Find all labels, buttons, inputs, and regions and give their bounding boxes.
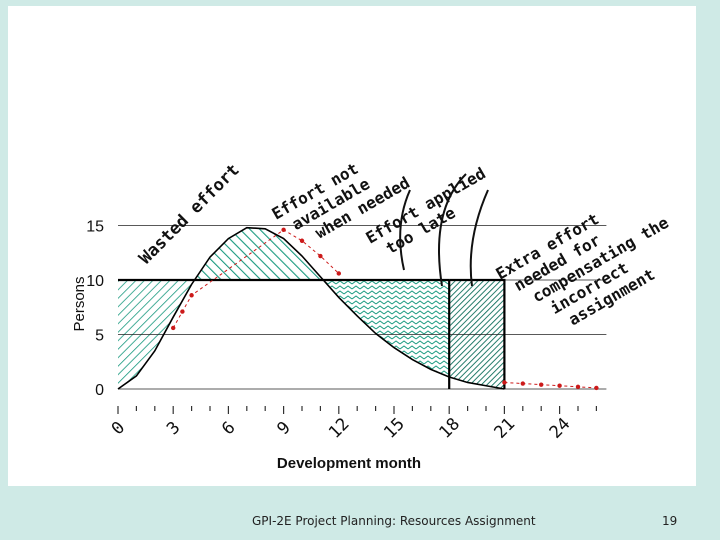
annotation-extra-effort: Extra effort needed for compensating the… <box>493 175 700 349</box>
x-axis-label: Development month <box>277 455 421 472</box>
dotted-point <box>189 293 194 298</box>
tail-point <box>502 380 507 385</box>
annotation-applied-late: Effort applied too late <box>363 159 507 264</box>
y-tick-label: 10 <box>86 273 104 290</box>
tail-point <box>575 384 581 390</box>
dotted-point <box>180 309 185 314</box>
tail-line <box>504 381 597 389</box>
x-tick-label: 0 <box>108 418 129 439</box>
area-effort-applied-late <box>323 280 450 378</box>
dotted-point <box>299 238 305 243</box>
x-tick-label: 24 <box>546 414 575 443</box>
area-layer <box>118 227 505 389</box>
slide-panel <box>8 6 696 486</box>
annotation-arrow-late-2 <box>438 173 467 287</box>
x-tick-label: 12 <box>325 414 354 443</box>
annotation-arrow-extra <box>469 189 489 287</box>
tail-point <box>557 383 562 388</box>
y-tick-label: 15 <box>86 219 104 236</box>
tail-point <box>594 385 599 391</box>
dotted-point <box>281 227 286 233</box>
footer-title: GPI-2E Project Planning: Resources Assig… <box>252 514 536 528</box>
y-tick-label: 0 <box>95 382 104 399</box>
tail-point <box>520 381 525 386</box>
annotation-arrow-late-1 <box>399 189 411 271</box>
page-number: 19 <box>662 514 678 528</box>
y-tick-label: 5 <box>95 328 104 345</box>
series-layer <box>117 226 599 391</box>
dotted-point <box>318 253 323 259</box>
y-axis-label: Persons <box>71 276 88 331</box>
staffing-curve-line <box>117 226 505 390</box>
x-tick-label: 6 <box>218 418 239 439</box>
dotted-point <box>171 325 176 331</box>
x-tick-label: 3 <box>163 418 184 439</box>
extra-effort-box <box>449 278 506 389</box>
tail-point <box>539 382 544 387</box>
x-tick-label: 18 <box>435 414 464 443</box>
dotted-point <box>336 271 341 276</box>
x-tick-label: 9 <box>273 418 294 439</box>
x-tick-label: 15 <box>380 414 409 443</box>
x-tick-label: 21 <box>491 414 520 443</box>
